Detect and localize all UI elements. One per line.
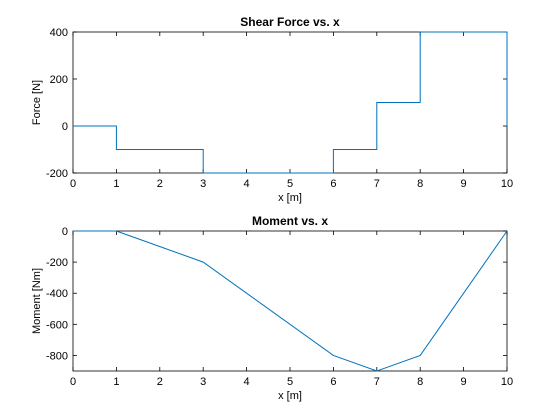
x-tick-label: 6: [330, 178, 336, 190]
x-tick-label: 7: [374, 178, 380, 190]
y-tick-label: -200: [46, 168, 68, 180]
x-tick-label: 7: [374, 376, 380, 388]
y-tick-label: 0: [62, 226, 68, 238]
x-tick-label: 1: [113, 178, 119, 190]
y-tick-label: -800: [46, 350, 68, 362]
x-tick-label: 9: [461, 376, 467, 388]
x-tick-label: 4: [244, 376, 250, 388]
x-tick-label: 3: [200, 178, 206, 190]
y-tick-label: 200: [50, 74, 68, 86]
chart-2: 0 1 2 3 4 5 6 7 8 9 10 -800 -600 -400 -200 0 Moment vs. …: [31, 214, 513, 402]
x-tick-label: 8: [417, 376, 423, 388]
x-tick-label: 5: [287, 376, 293, 388]
x-tick-label: 6: [330, 376, 336, 388]
chart-title: Moment vs. x: [252, 214, 328, 228]
y-tick-label: 400: [50, 27, 68, 39]
y-tick-label: 0: [62, 121, 68, 133]
chart-title: Shear Force vs. x: [240, 15, 340, 29]
y-tick-label: -600: [46, 319, 68, 331]
x-tick-label: 9: [461, 178, 467, 190]
x-tick-label: 2: [157, 376, 163, 388]
y-axis-label: Moment [Nm]: [31, 268, 43, 334]
y-axis-label: Force [N]: [31, 80, 43, 125]
y-tick-label: -200: [46, 257, 68, 269]
x-tick-label: 1: [113, 376, 119, 388]
x-tick-label: 0: [70, 376, 76, 388]
x-tick-label: 8: [417, 178, 423, 190]
x-axis-label: x [m]: [278, 192, 302, 204]
plot-area: [72, 31, 508, 174]
series-line-1: [73, 31, 508, 174]
x-tick-label: 2: [157, 178, 163, 190]
x-axis-label: x [m]: [278, 390, 302, 402]
y-tick-label: -400: [46, 288, 68, 300]
plot-area: [72, 230, 508, 372]
x-tick-label: 3: [200, 376, 206, 388]
x-tick-label: 10: [501, 376, 513, 388]
x-tick-label: 5: [287, 178, 293, 190]
series-line-1: [73, 230, 508, 372]
x-tick-label: 0: [70, 178, 76, 190]
x-tick-label: 10: [501, 178, 513, 190]
x-tick-label: 4: [244, 178, 250, 190]
